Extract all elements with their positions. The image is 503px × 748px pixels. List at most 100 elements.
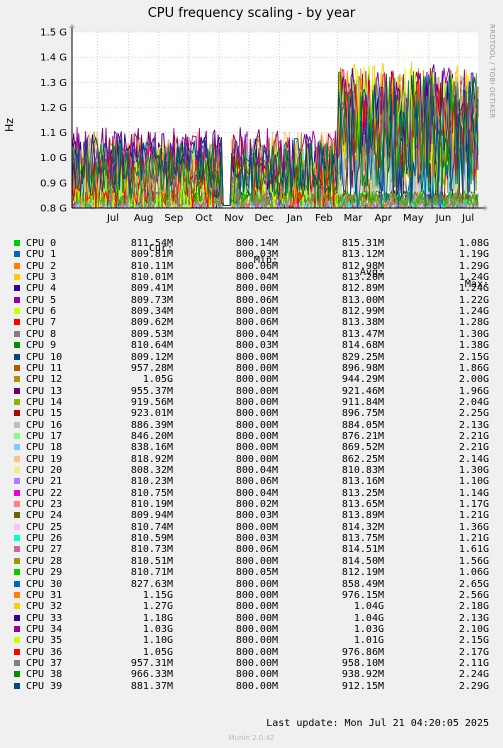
legend-cur: 838.16M [130,442,173,454]
legend-min: 800.04M [235,328,278,340]
legend-name: CPU 11 [26,362,63,374]
legend-max: 1.24G [458,283,489,295]
legend-min: 800.06M [235,544,278,556]
legend-cur: 809.62M [130,317,173,329]
legend-name: CPU 3 [26,272,57,284]
legend-avg: 976.15M [341,589,384,601]
legend-swatch [14,671,20,678]
legend-name: CPU 8 [26,328,57,340]
legend-avg: 1.04G [353,612,384,624]
legend-min: 800.00M [235,657,278,669]
y-tick-label: 1.0 G [40,153,67,164]
series-line-cpu-38 [71,70,479,206]
legend-min: 800.06M [235,476,278,488]
legend-swatch [14,455,20,462]
legend-swatch [14,580,20,587]
legend-max: 1.21G [458,510,489,522]
legend-min: 800.00M [235,646,278,658]
legend-cur: 809.81M [130,249,173,261]
legend-swatch [14,603,20,610]
legend-swatch [14,262,20,269]
legend-min: 800.00M [235,408,278,420]
legend-min: 800.03M [235,249,278,261]
legend-max: 1.36G [458,521,489,533]
legend-max: 2.10G [458,623,489,635]
legend-name: CPU 34 [26,623,63,635]
y-tick-label: 1.1 G [40,128,67,139]
legend-avg: 812.98M [341,260,384,272]
legend-swatch [14,614,20,621]
legend-name: CPU 15 [26,408,63,420]
legend-cur: 846.20M [130,430,173,442]
legend-swatch [14,285,20,292]
legend-avg: 958.10M [341,657,384,669]
legend-row: CPU 12 1.05G 800.00M 944.29M 2.00G [0,374,503,385]
legend-row: CPU 34 1.03G 800.00M 1.03G 2.10G [0,624,503,635]
legend-min: 800.00M [235,362,278,374]
legend-max: 2.24G [458,669,489,681]
legend-cur: 810.75M [130,487,173,499]
legend-row: CPU 19 818.92M 800.00M 862.25M 2.14G [0,454,503,465]
legend-swatch [14,342,20,349]
y-tick-label: 0.9 G [40,178,67,189]
legend-cur: 1.05G [142,646,173,658]
legend-cur: 811.54M [130,238,173,249]
legend-cur: 810.01M [130,272,173,284]
x-tick-label: May [403,213,424,224]
legend-min: 800.06M [235,317,278,329]
legend-min: 800.00M [235,521,278,533]
legend-name: CPU 1 [26,249,57,261]
series-line-cpu-35 [71,66,479,210]
x-tick-label: Sep [164,213,183,224]
legend-min: 800.00M [235,385,278,397]
legend-avg: 814.68M [341,340,384,352]
legend-row: CPU 2 810.11M 800.06M 812.98M 1.29G [0,261,503,272]
x-tick-label: Feb [315,213,333,224]
legend-name: CPU 35 [26,635,63,647]
legend-swatch [14,444,20,451]
legend-min: 800.04M [235,272,278,284]
legend-avg: 921.46M [341,385,384,397]
legend-swatch [14,478,20,485]
legend-swatch [14,512,20,519]
legend-cur: 957.31M [130,657,173,669]
legend-cur: 810.64M [130,340,173,352]
legend-max: 2.00G [458,374,489,386]
legend-name: CPU 24 [26,510,63,522]
legend-max: 2.56G [458,589,489,601]
legend-max: 1.30G [458,328,489,340]
legend-name: CPU 18 [26,442,63,454]
legend-min: 800.00M [235,623,278,635]
legend-avg: 829.25M [341,351,384,363]
legend-swatch [14,467,20,473]
legend-name: CPU 25 [26,521,63,533]
legend-avg: 815.31M [341,238,384,249]
legend-avg: 813.38M [341,317,384,329]
legend-avg: 812.89M [341,283,384,295]
legend-row: CPU 21 810.23M 800.06M 813.16M 1.10G [0,476,503,487]
legend-max: 2.65G [458,578,489,590]
legend-max: 1.19G [458,249,489,261]
legend-swatch [14,387,20,394]
legend-max: 2.15G [458,351,489,363]
legend-cur: 810.23M [130,476,173,488]
legend-row: CPU 28 810.51M 800.00M 814.50M 1.56G [0,556,503,567]
legend-min: 800.04M [235,487,278,499]
legend-cur: 810.73M [130,544,173,556]
legend-row: CPU 23 810.19M 800.02M 813.65M 1.17G [0,499,503,510]
legend-name: CPU 28 [26,555,63,567]
legend-cur: 818.92M [130,453,173,465]
legend-avg: 896.75M [341,408,384,420]
legend-min: 800.00M [235,374,278,386]
legend-name: CPU 32 [26,601,63,613]
y-tick-label: 1.3 G [40,78,67,89]
legend-min: 800.00M [235,453,278,465]
legend-cur: 808.32M [130,465,173,476]
legend-swatch [14,364,20,371]
legend-row: CPU 38 966.33M 800.00M 938.92M 2.24G [0,669,503,680]
legend-max: 1.14G [458,487,489,499]
legend-avg: 814.32M [341,521,384,533]
legend-row: CPU 25 810.74M 800.00M 814.32M 1.36G [0,522,503,533]
legend-avg: 911.84M [341,396,384,408]
legend-name: CPU 31 [26,589,63,601]
